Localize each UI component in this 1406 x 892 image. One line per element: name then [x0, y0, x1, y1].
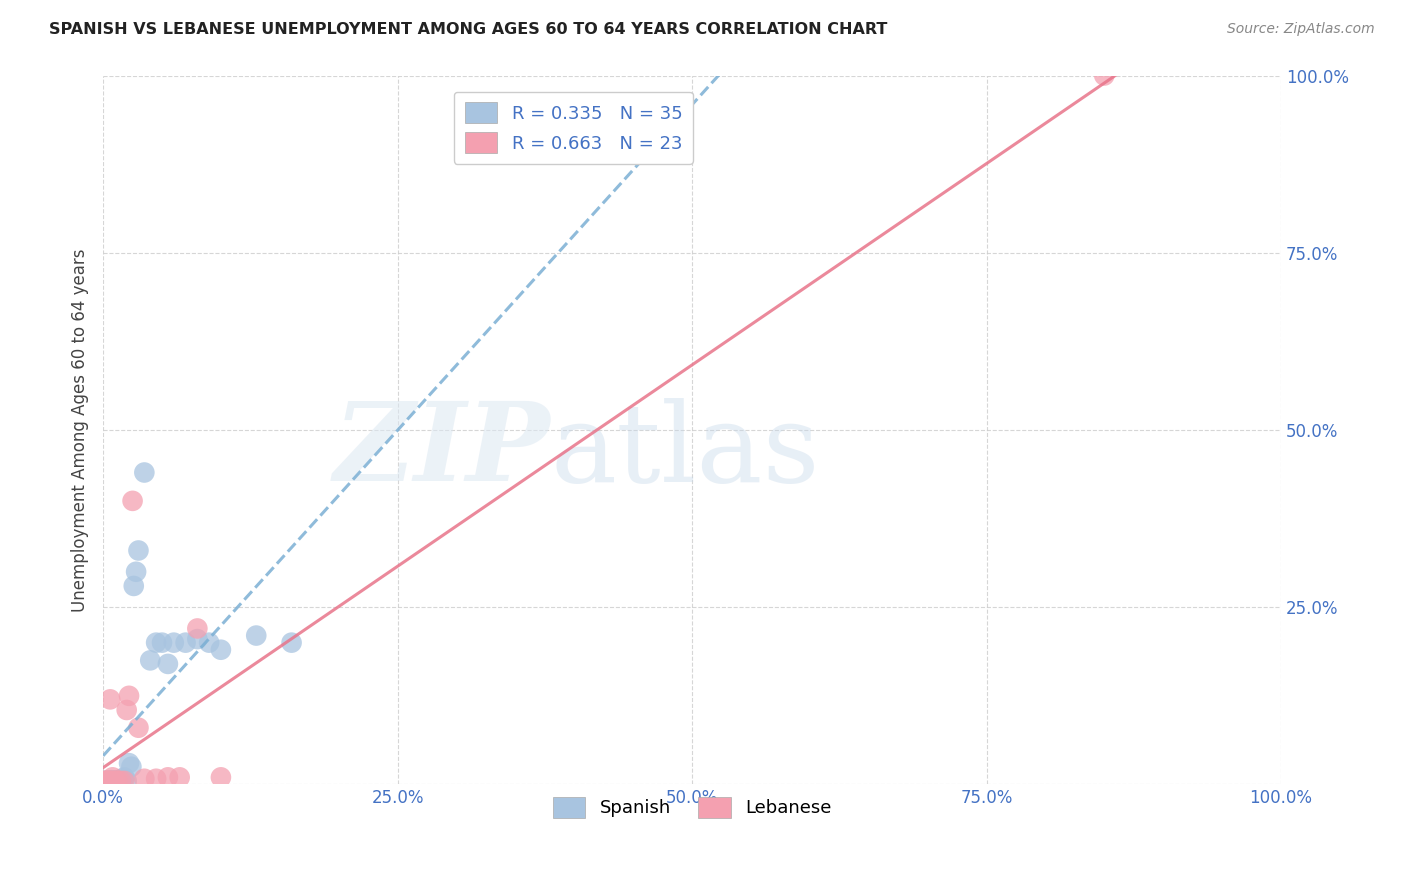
- Point: [100, 773, 122, 788]
- Point: [169, 770, 191, 784]
- Point: [108, 773, 131, 788]
- Text: Source: ZipAtlas.com: Source: ZipAtlas.com: [1227, 22, 1375, 37]
- Y-axis label: Unemployment Among Ages 60 to 64 years: Unemployment Among Ages 60 to 64 years: [72, 248, 89, 612]
- Text: SPANISH VS LEBANESE UNEMPLOYMENT AMONG AGES 60 TO 64 YEARS CORRELATION CHART: SPANISH VS LEBANESE UNEMPLOYMENT AMONG A…: [49, 22, 887, 37]
- Point: [156, 770, 179, 784]
- Point: [98, 773, 121, 788]
- Point: [112, 773, 135, 788]
- Point: [107, 773, 129, 788]
- Point: [122, 579, 145, 593]
- Point: [120, 760, 142, 774]
- Point: [1092, 69, 1115, 83]
- Point: [97, 773, 120, 788]
- Point: [105, 773, 128, 788]
- Point: [150, 635, 173, 649]
- Point: [118, 689, 141, 703]
- Point: [121, 494, 143, 508]
- Point: [174, 635, 197, 649]
- Point: [98, 773, 121, 788]
- Point: [134, 772, 156, 786]
- Point: [245, 629, 267, 643]
- Point: [186, 632, 208, 646]
- Point: [134, 466, 156, 480]
- Point: [145, 635, 167, 649]
- Text: atlas: atlas: [551, 398, 820, 505]
- Point: [112, 770, 135, 784]
- Point: [139, 653, 162, 667]
- Point: [209, 642, 232, 657]
- Point: [101, 773, 124, 788]
- Point: [111, 772, 134, 786]
- Point: [105, 773, 128, 788]
- Point: [118, 756, 141, 771]
- Point: [145, 772, 167, 786]
- Point: [98, 692, 121, 706]
- Point: [103, 773, 125, 788]
- Point: [110, 773, 132, 788]
- Point: [96, 773, 118, 788]
- Point: [127, 721, 149, 735]
- Point: [115, 703, 138, 717]
- Point: [156, 657, 179, 671]
- Text: ZIP: ZIP: [335, 398, 551, 505]
- Point: [198, 635, 221, 649]
- Point: [104, 773, 127, 788]
- Point: [104, 773, 127, 788]
- Point: [93, 773, 115, 788]
- Point: [98, 774, 121, 789]
- Point: [186, 622, 208, 636]
- Point: [127, 543, 149, 558]
- Point: [94, 773, 117, 788]
- Point: [105, 773, 128, 788]
- Point: [96, 773, 118, 788]
- Point: [94, 775, 117, 789]
- Point: [280, 635, 302, 649]
- Legend: Spanish, Lebanese: Spanish, Lebanese: [546, 789, 838, 825]
- Point: [97, 773, 120, 788]
- Point: [125, 565, 148, 579]
- Point: [110, 773, 132, 788]
- Point: [93, 773, 115, 788]
- Point: [209, 770, 232, 784]
- Point: [163, 635, 186, 649]
- Point: [101, 770, 124, 784]
- Point: [115, 773, 138, 788]
- Point: [100, 773, 122, 788]
